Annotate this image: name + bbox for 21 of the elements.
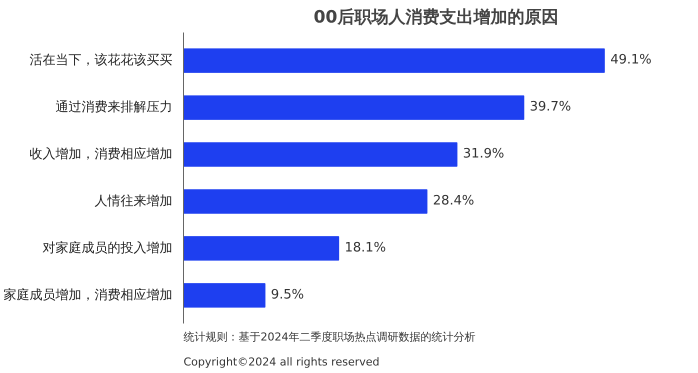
data-label: 9.5% <box>270 287 304 302</box>
data-label: 31.9% <box>462 146 504 162</box>
y-tick-label: 活在当下，该花花该买买 <box>30 52 172 68</box>
bar <box>184 95 524 120</box>
bar <box>184 189 428 214</box>
text: Copyright©2024 all rights reserved <box>184 356 380 368</box>
data-label: 28.4% <box>432 193 474 208</box>
y-tick-label: 家庭成员增加，消费相应增加 <box>4 286 172 303</box>
text: 统计规则：基于2024年二季度职场热点调研数据的统计分析 <box>184 330 476 344</box>
bar <box>184 48 605 73</box>
bar <box>184 283 266 308</box>
data-label: 49.1% <box>610 52 652 68</box>
y-tick-label: 人情往来增加 <box>94 194 172 209</box>
y-tick-label: 对家庭成员的投入增加 <box>42 240 172 256</box>
chart-title: 00后职场人消费支出增加的原因 <box>314 8 558 28</box>
data-label: 39.7% <box>530 100 572 115</box>
bar <box>184 142 458 167</box>
y-tick-label: 收入增加，消费相应增加 <box>30 146 172 162</box>
bar <box>184 236 340 261</box>
data-label: 18.1% <box>344 240 386 256</box>
y-tick-label: 通过消费来排解压力 <box>56 100 172 116</box>
